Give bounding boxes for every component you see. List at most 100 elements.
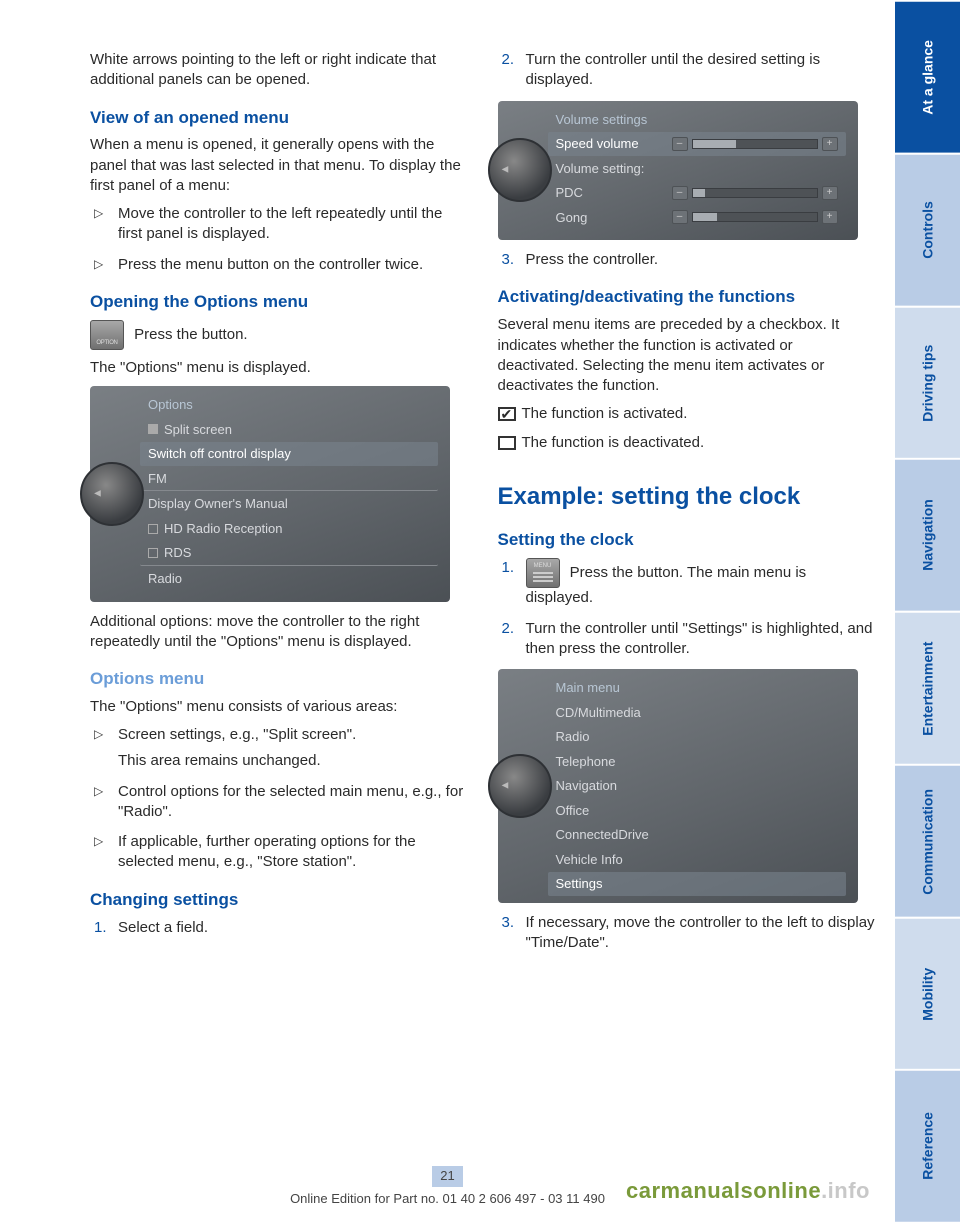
menu-row: Settings <box>548 872 846 896</box>
press-button-row: Press the button. <box>90 320 468 350</box>
watermark: carmanualsonline.info <box>626 1178 870 1204</box>
changing-settings-list: 1.Select a field. <box>90 918 468 938</box>
menu-row: Radio <box>548 725 846 749</box>
checkbox-icon <box>148 524 158 534</box>
setting-clock-list-cont: 3.If necessary, move the controller to t… <box>498 913 876 954</box>
menu-row-label: CD/Multimedia <box>556 704 641 722</box>
menu-row: Switch off control display <box>140 442 438 466</box>
menu-row: CD/Multimedia <box>548 701 846 725</box>
list-item: 2.Turn the controller until "Settings" i… <box>498 619 876 660</box>
menu-row-label: Volume setting: <box>556 160 666 178</box>
shot-title: Volume settings <box>548 111 846 129</box>
option-button-icon <box>90 320 124 350</box>
menu-row-label: Settings <box>556 875 603 893</box>
menu-row-label: Display Owner's Manual <box>148 495 288 513</box>
menu-row-label: Telephone <box>556 753 616 771</box>
li-text: Select a field. <box>118 919 208 936</box>
checkbox-checked-icon <box>498 407 516 421</box>
menu-row: PDC–+ <box>548 181 846 205</box>
section-tab[interactable]: Navigation <box>895 458 960 611</box>
section-tab[interactable]: At a glance <box>895 0 960 153</box>
section-tab[interactable]: Controls <box>895 153 960 306</box>
minus-button-icon: – <box>672 137 688 151</box>
slider-fill <box>693 213 718 221</box>
menu-row: FM <box>140 467 438 492</box>
chk-text: The function is deactivated. <box>522 434 705 451</box>
li-text: Turn the controller until the desired se… <box>526 51 821 88</box>
menu-row-label: Gong <box>556 209 666 227</box>
plus-button-icon: + <box>822 186 838 200</box>
menu-row-label: Split screen <box>164 421 232 439</box>
checkbox-off-row: The function is deactivated. <box>498 433 876 453</box>
menu-row: RDS <box>140 541 438 566</box>
section-tab[interactable]: Reference <box>895 1069 960 1222</box>
li-text: Press the controller. <box>526 251 659 268</box>
section-tab[interactable]: Communication <box>895 764 960 917</box>
heading-changing-settings: Changing settings <box>90 889 468 912</box>
section-tab[interactable]: Entertainment <box>895 611 960 764</box>
slider-fill <box>693 140 736 148</box>
list-item: 1.Select a field. <box>90 918 468 938</box>
list-item: Screen settings, e.g., "Split screen". T… <box>90 725 468 772</box>
menu-row: Vehicle Info <box>548 848 846 872</box>
heading-example-clock: Example: setting the clock <box>498 481 876 513</box>
slider: –+ <box>672 186 838 200</box>
section-tab[interactable]: Driving tips <box>895 306 960 459</box>
plus-button-icon: + <box>822 137 838 151</box>
options-areas-list: Screen settings, e.g., "Split screen". T… <box>90 725 468 873</box>
footer-line: Online Edition for Part no. 01 40 2 606 … <box>290 1191 605 1206</box>
slider-fill <box>693 189 705 197</box>
minus-button-icon: – <box>672 186 688 200</box>
setting-clock-list: 1. Press the button. The main menu is di… <box>498 558 876 659</box>
controller-knob-icon <box>488 754 552 818</box>
menu-row: Office <box>548 799 846 823</box>
li-text: If necessary, move the controller to the… <box>526 914 875 951</box>
menu-row: Speed volume–+ <box>548 132 846 156</box>
menu-row: Volume setting: <box>548 157 846 181</box>
changing-settings-list-cont: 2.Turn the controller until the desired … <box>498 50 876 91</box>
checkbox-icon <box>148 548 158 558</box>
view-paragraph: When a menu is opened, it generally open… <box>90 135 468 196</box>
activating-paragraph: Several menu items are preceded by a che… <box>498 315 876 396</box>
minus-button-icon: – <box>672 210 688 224</box>
view-list-item: Press the menu button on the controller … <box>90 255 468 275</box>
menu-row-label: Radio <box>556 728 590 746</box>
chk-text: The function is activated. <box>522 405 688 422</box>
list-item: 3.If necessary, move the controller to t… <box>498 913 876 954</box>
page-number: 21 <box>432 1166 462 1187</box>
menu-row: ConnectedDrive <box>548 823 846 847</box>
menu-row-label: RDS <box>164 544 191 562</box>
slider: –+ <box>672 210 838 224</box>
section-tab[interactable]: Mobility <box>895 917 960 1070</box>
watermark-part1: carmanualsonline <box>626 1178 821 1203</box>
list-item: Control options for the selected main me… <box>90 782 468 823</box>
li-text: Turn the controller until "Settings" is … <box>526 620 873 657</box>
menu-row-label: FM <box>148 470 167 488</box>
menu-row: Split screen <box>140 418 438 442</box>
options-displayed-text: The "Options" menu is displayed. <box>90 358 468 378</box>
heading-activating: Activating/deactivating the functions <box>498 286 876 309</box>
slider-track <box>692 212 818 222</box>
intro-text: White arrows pointing to the left or rig… <box>90 50 468 91</box>
slider-track <box>692 188 818 198</box>
heading-opening-options: Opening the Options menu <box>90 291 468 314</box>
li-text: Screen settings, e.g., "Split screen". <box>118 726 356 743</box>
menu-row: Navigation <box>548 774 846 798</box>
menu-row-label: Radio <box>148 570 182 588</box>
menu-row-label: PDC <box>556 184 666 202</box>
additional-options-text: Additional options: move the controller … <box>90 612 468 653</box>
menu-row-label: Switch off control display <box>148 445 291 463</box>
li-text: Press the button. The main menu is displ… <box>526 564 807 606</box>
watermark-part2: .info <box>821 1178 870 1203</box>
menu-row-label: Office <box>556 802 590 820</box>
menu-row-label: HD Radio Reception <box>164 520 283 538</box>
changing-settings-list-cont2: 3.Press the controller. <box>498 250 876 270</box>
menu-row-label: Vehicle Info <box>556 851 623 869</box>
screenshot-main-menu: Main menu CD/MultimediaRadioTelephoneNav… <box>498 669 858 903</box>
list-item: If applicable, further operating options… <box>90 832 468 873</box>
checkbox-unchecked-icon <box>498 436 516 450</box>
slider: –+ <box>672 137 838 151</box>
menu-row: Gong –+ <box>548 206 846 230</box>
li-subtext: This area remains unchanged. <box>118 751 468 771</box>
list-item: 3.Press the controller. <box>498 250 876 270</box>
